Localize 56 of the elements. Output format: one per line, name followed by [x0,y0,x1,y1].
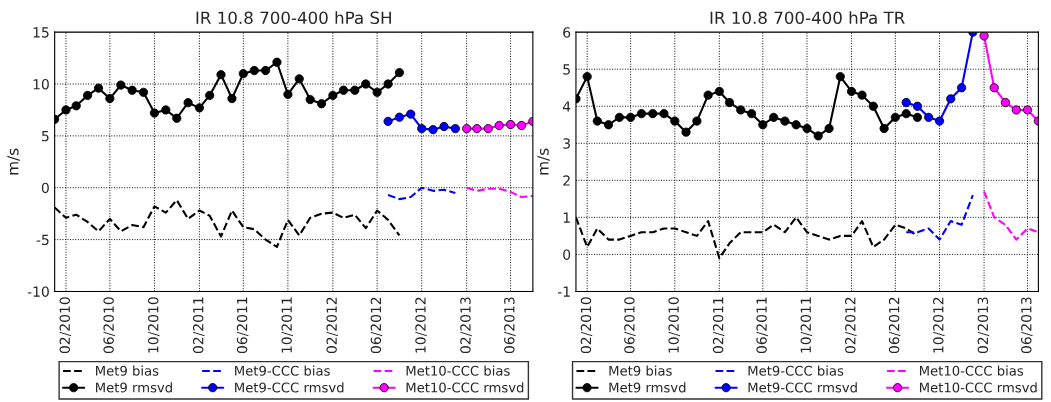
legend-label: Met9-CCC rmsvd [235,382,344,393]
y-tick-label: 10 [33,78,49,90]
x-tick-label: 02/2012 [326,297,338,354]
x-tick-label: 10/2012 [415,297,427,353]
x-tick-label: 02/2011 [192,297,205,354]
y-tick-label: -5 [36,234,49,246]
y-tick-label: -1 [557,286,570,297]
legend-label: Met9 rmsvd [609,382,686,393]
x-tick-label: 06/2013 [1021,297,1033,354]
line-series [465,186,533,199]
y-axis-title: m/s [537,148,550,175]
y-tick-label: 3 [563,138,570,149]
x-tick-label: 10/2012 [933,297,945,353]
x-tick-label: 06/2011 [236,297,249,354]
legend-label: Met10-CCC bias [919,365,1024,376]
legend-label: Met9 rmsvd [96,382,172,393]
x-tick-label: 02/2010 [580,297,593,354]
legend-label: Met9-CCC rmsvd [748,382,857,393]
x-tick-label: 10/2010 [147,297,160,353]
y-tick-label: 5 [42,131,49,142]
y-tick-label: 0 [41,182,49,194]
y-tick-label: 1 [563,212,570,223]
legend-label: Met9-CCC bias [235,365,330,376]
line-series [905,194,974,241]
legend-label: Met10-CCC rmsvd [406,382,524,393]
x-tick-label: 06/2010 [103,297,115,354]
y-tick-label: 15 [33,27,49,38]
chart-title: IR 10.8 700-400 hPa TR [710,11,905,25]
legend-label: Met9 bias [96,365,159,376]
y-tick-label: 6 [563,27,571,38]
legend-label: Met9-CCC bias [748,365,844,376]
line-series [387,186,457,201]
x-tick-label: 06/2010 [624,297,636,354]
legend-label: Met10-CCC rmsvd [919,382,1037,393]
x-tick-label: 10/2011 [800,297,813,353]
legend-label: Met9 bias [609,365,672,376]
x-tick-label: 02/2013 [977,297,990,354]
legend-label: Met10-CCC bias [406,365,510,376]
x-tick-label: 02/2013 [460,297,472,354]
y-axis-title: m/s [7,148,20,175]
y-tick-label: 2 [563,175,570,186]
chart-title: IR 10.8 700-400 hPa SH [196,11,391,25]
x-tick-label: 06/2012 [370,297,383,354]
y-tick-label: 0 [563,249,571,260]
y-tick-label: 5 [563,64,570,75]
x-tick-label: 06/2013 [504,297,516,354]
x-tick-label: 06/2012 [888,297,901,354]
y-tick-label: -10 [27,286,49,297]
line-series [983,190,1039,241]
x-tick-label: 06/2011 [756,297,768,354]
x-tick-label: 10/2010 [668,297,680,353]
x-tick-label: 10/2011 [281,297,294,353]
y-tick-label: 4 [562,101,571,112]
x-tick-label: 02/2012 [845,297,857,354]
x-tick-label: 02/2010 [59,297,72,354]
x-tick-label: 02/2011 [712,297,725,354]
